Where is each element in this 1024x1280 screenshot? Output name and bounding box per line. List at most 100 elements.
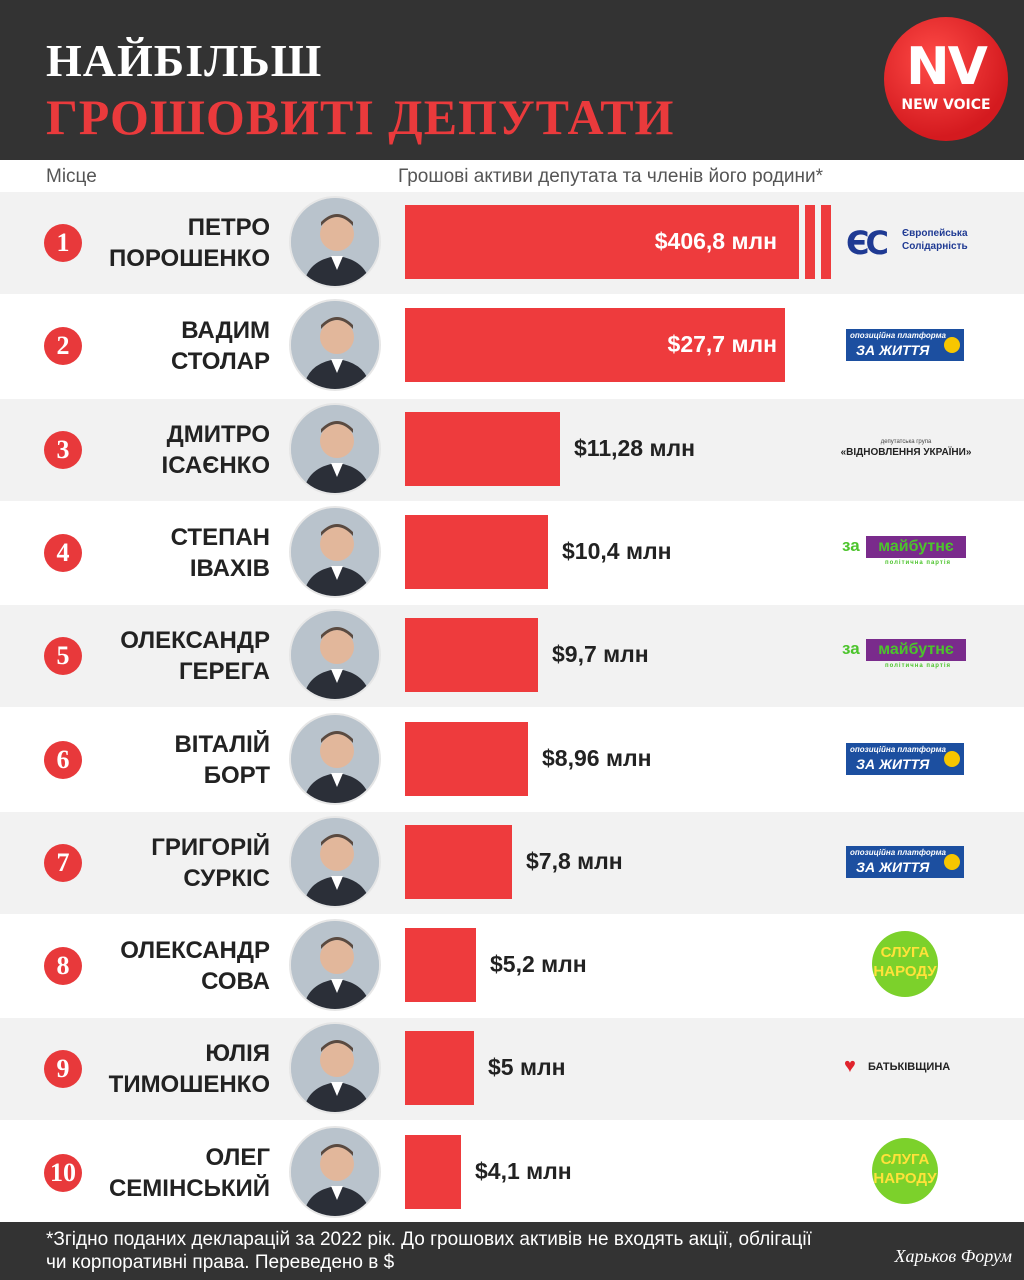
- deputy-last-name: СОВА: [201, 968, 270, 995]
- axis-break-stripe: [821, 205, 831, 279]
- person-silhouette-icon: [291, 405, 379, 493]
- header: НАЙБІЛЬШ ГРОШОВИТІ ДЕПУТАТИ NV NEW VOICE: [0, 0, 1024, 160]
- deputy-last-name: ГЕРЕГА: [178, 658, 270, 685]
- logo-sub-text: NEW VOICE: [901, 97, 991, 113]
- deputy-last-name: БОРТ: [203, 762, 270, 789]
- value-bar: [405, 618, 538, 692]
- party-name-line1: опозиційна платформа: [850, 331, 946, 340]
- rank-badge: 9: [44, 1050, 82, 1088]
- title-line2: ГРОШОВИТІ ДЕПУТАТИ: [46, 89, 675, 145]
- value-label: $7,8 млн: [526, 848, 623, 874]
- deputy-photo: [289, 1126, 381, 1218]
- deputy-first-name: ГРИГОРІЙ: [151, 834, 270, 861]
- party-logo-opposition-platform: опозиційна платформа ЗА ЖИТТЯ: [836, 832, 976, 892]
- party-logo-sluha-narodu: СЛУГА НАРОДУ: [836, 1138, 976, 1204]
- ranking-row: 6 ВІТАЛІЙ БОРТ $8,96 млн опозиційна платформ…: [0, 709, 1024, 811]
- deputy-last-name: ТИМОШЕНКО: [108, 1071, 270, 1098]
- value-bar: [405, 308, 785, 382]
- party-name-line2: НАРОДУ: [873, 1170, 937, 1187]
- value-label: $10,4 млн: [562, 538, 672, 564]
- deputy-name: ОЛЕГ СЕМІНСЬКИЙ: [10, 1142, 270, 1204]
- party-name-line2: НАРОДУ: [873, 963, 937, 980]
- party-name: БАТЬКІВЩИНА: [868, 1061, 951, 1073]
- logo-main-text: NV: [906, 37, 988, 97]
- deputy-first-name: ВІТАЛІЙ: [174, 731, 270, 758]
- rank-badge: 1: [44, 224, 82, 262]
- deputy-first-name: ДМИТРО: [166, 421, 270, 448]
- party-name-line2: Солідарність: [902, 241, 968, 252]
- party-name-za: за: [842, 536, 860, 555]
- party-name-line1: СЛУГА: [880, 944, 930, 961]
- value-bar: [405, 515, 548, 589]
- opzzh-banner: опозиційна платформа ЗА ЖИТТЯ: [846, 329, 964, 361]
- person-silhouette-icon: [291, 818, 379, 906]
- rank-badge: 3: [44, 431, 82, 469]
- axis-break-stripe: [789, 205, 799, 279]
- party-name-line2: «ВІДНОВЛЕННЯ УКРАЇНИ»: [840, 447, 972, 458]
- rank-badge: 2: [44, 327, 82, 365]
- deputy-photo: [289, 713, 381, 805]
- person-silhouette-icon: [291, 1128, 379, 1216]
- party-logo-european-solidarity: ЄС Європейська Солідарність: [836, 212, 976, 272]
- deputy-first-name: ОЛЕКСАНДР: [120, 937, 270, 964]
- deputy-name: ДМИТРО ІСАЄНКО: [10, 419, 270, 481]
- person-silhouette-icon: [291, 508, 379, 596]
- deputy-photo: [289, 196, 381, 288]
- value-label: $5,2 млн: [490, 951, 587, 977]
- party-name-line1: опозиційна платформа: [850, 848, 946, 857]
- value-label: $406,8 млн: [654, 228, 777, 254]
- person-silhouette-icon: [291, 198, 379, 286]
- ranking-row: 10 ОЛЕГ СЕМІНСЬКИЙ $4,1 млн СЛУГА НАРОДУ: [0, 1122, 1024, 1224]
- party-name-maibutnie: майбутнє: [866, 536, 966, 558]
- deputy-last-name: ІСАЄНКО: [161, 452, 270, 479]
- ranking-row: 1 ПЕТРО ПОРОШЕНКО $406,8 млн ЄС Європейська Со…: [0, 192, 1024, 294]
- party-name-maibutnie: майбутнє: [866, 639, 966, 661]
- title-line1: НАЙБІЛЬШ: [46, 35, 323, 86]
- value-bar: [405, 928, 476, 1002]
- party-name-line2: ЗА ЖИТТЯ: [856, 342, 930, 358]
- deputy-first-name: ЮЛІЯ: [205, 1040, 270, 1067]
- deputy-last-name: СУРКІС: [183, 865, 270, 892]
- person-silhouette-icon: [291, 301, 379, 389]
- ranking-row: 7 ГРИГОРІЙ СУРКІС $7,8 млн опозиційна платфо…: [0, 812, 1024, 914]
- deputy-name: ЮЛІЯ ТИМОШЕНКО: [10, 1038, 270, 1100]
- ranking-row: 9 ЮЛІЯ ТИМОШЕНКО $5 млн ♥ БАТЬКІВЩИНА: [0, 1018, 1024, 1120]
- person-silhouette-icon: [291, 715, 379, 803]
- deputy-name: ПЕТРО ПОРОШЕНКО: [10, 212, 270, 274]
- footnote-line2: чи корпоративні права. Переведено в $: [46, 1252, 395, 1273]
- deputy-photo: [289, 919, 381, 1011]
- person-silhouette-icon: [291, 1024, 379, 1112]
- party-name-line2: ЗА ЖИТТЯ: [856, 859, 930, 875]
- deputy-first-name: ОЛЕГ: [205, 1144, 270, 1171]
- party-logo-za-maibutnie: за майбутнє політична партія: [836, 522, 976, 582]
- deputy-first-name: ПЕТРО: [187, 214, 270, 241]
- deputy-name: ГРИГОРІЙ СУРКІС: [10, 832, 270, 894]
- footer: *Згідно поданих декларацій за 2022 рік. …: [0, 1222, 1024, 1280]
- ranking-row: 5 ОЛЕКСАНДР ГЕРЕГА $9,7 млн за майбутнє політи…: [0, 605, 1024, 707]
- rank-badge: 8: [44, 947, 82, 985]
- deputy-name: ВАДИМ СТОЛАР: [10, 315, 270, 377]
- party-logo-opposition-platform: опозиційна платформа ЗА ЖИТТЯ: [836, 729, 976, 789]
- party-subtitle: політична партія: [884, 560, 951, 566]
- deputy-photo: [289, 506, 381, 598]
- deputy-last-name: СЕМІНСЬКИЙ: [108, 1175, 270, 1202]
- es-mark-icon: ЄС: [846, 224, 889, 262]
- deputy-first-name: ВАДИМ: [181, 317, 270, 344]
- opzzh-banner: опозиційна платформа ЗА ЖИТТЯ: [846, 743, 964, 775]
- party-name-line1: опозиційна платформа: [850, 745, 946, 754]
- party-subtitle: політична партія: [884, 663, 951, 669]
- party-name-line1: Європейська: [902, 228, 968, 239]
- deputy-name: СТЕПАН ІВАХІВ: [10, 522, 270, 584]
- rank-badge: 10: [44, 1154, 82, 1192]
- ranking-row: 3 ДМИТРО ІСАЄНКО $11,28 млн депутатська груп…: [0, 399, 1024, 501]
- sluha-narodu-badge: СЛУГА НАРОДУ: [872, 1138, 938, 1204]
- ranking-row: 4 СТЕПАН ІВАХІВ $10,4 млн за майбутнє політичн…: [0, 502, 1024, 604]
- deputy-photo: [289, 609, 381, 701]
- party-logo-sluha-narodu: СЛУГА НАРОДУ: [836, 931, 976, 997]
- deputy-photo: [289, 299, 381, 391]
- deputy-photo: [289, 1022, 381, 1114]
- value-bar: [405, 1031, 474, 1105]
- column-header-place: Місце: [46, 166, 97, 187]
- deputy-photo: [289, 816, 381, 908]
- party-name-line1: СЛУГА: [880, 1151, 930, 1168]
